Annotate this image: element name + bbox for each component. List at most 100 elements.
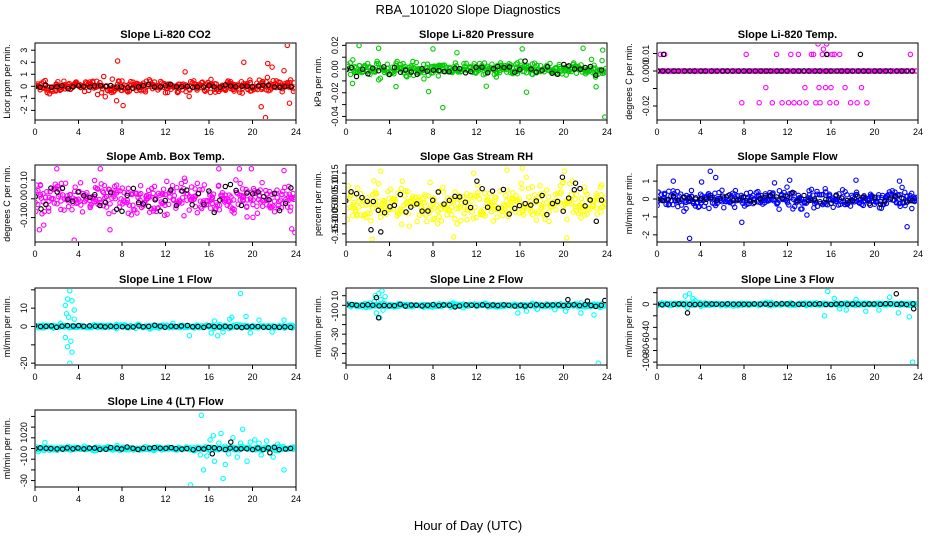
reference-point — [838, 195, 845, 201]
data-point — [909, 359, 916, 364]
data-point — [817, 100, 823, 106]
reference-point — [806, 197, 812, 204]
data-point — [42, 194, 49, 201]
data-point — [755, 188, 761, 195]
y-tick-label: -60 — [641, 332, 651, 345]
reference-point — [659, 301, 665, 308]
data-point — [239, 426, 246, 433]
reference-point — [168, 323, 174, 329]
data-point — [113, 98, 120, 104]
data-point — [579, 199, 585, 206]
data-point — [231, 88, 237, 94]
reference-point — [347, 198, 349, 204]
reference-point — [909, 197, 915, 204]
data-point — [572, 196, 578, 202]
y-tick-label: -0.02 — [330, 82, 340, 103]
data-point — [661, 68, 668, 74]
reference-point — [872, 68, 878, 74]
reference-point — [59, 185, 66, 191]
reference-point — [554, 198, 561, 205]
data-point — [409, 193, 416, 199]
reference-point — [501, 302, 507, 308]
reference-point — [501, 64, 507, 71]
data-point — [706, 205, 712, 212]
data-point — [452, 189, 459, 195]
data-point — [503, 198, 509, 204]
reference-point — [801, 192, 807, 199]
reference-point — [211, 84, 217, 90]
data-point — [231, 206, 237, 213]
data-point — [904, 224, 910, 230]
data-point — [230, 197, 237, 203]
data-point — [899, 184, 905, 191]
reference-point — [741, 68, 747, 74]
reference-point — [435, 189, 442, 195]
data-point — [543, 187, 550, 193]
data-point — [668, 193, 674, 199]
data-point — [67, 289, 73, 294]
data-point — [560, 206, 567, 212]
data-point — [500, 212, 506, 219]
data-point — [250, 214, 256, 221]
reference-point — [157, 445, 163, 451]
reference-point — [265, 445, 272, 451]
data-point — [379, 289, 385, 294]
reference-point — [189, 324, 196, 330]
data-point — [165, 201, 172, 208]
x-tick-label: 12 — [160, 249, 170, 259]
data-point — [126, 202, 133, 208]
data-point — [375, 45, 382, 52]
data-point — [496, 69, 503, 76]
data-point — [833, 100, 840, 106]
reference-point — [265, 324, 272, 331]
data-point — [452, 216, 458, 222]
data-point — [840, 194, 846, 200]
data-point — [270, 203, 276, 209]
reference-point — [512, 205, 518, 212]
data-point — [913, 301, 917, 307]
data-point — [578, 215, 584, 221]
series-points — [347, 166, 606, 241]
data-point — [443, 68, 449, 75]
reference-point — [593, 303, 599, 310]
reference-point — [87, 194, 93, 201]
data-point — [64, 343, 71, 350]
data-point — [283, 191, 289, 197]
x-tick-label: 12 — [160, 494, 170, 504]
data-point — [427, 179, 433, 186]
reference-point — [582, 203, 588, 209]
reference-point — [587, 63, 594, 70]
data-point — [198, 205, 205, 212]
data-point — [822, 189, 829, 195]
data-point — [55, 78, 61, 85]
reference-point — [795, 68, 802, 74]
data-point — [288, 226, 295, 232]
reference-point — [446, 69, 452, 75]
data-point — [461, 60, 467, 67]
data-point — [211, 458, 218, 465]
reference-point — [375, 207, 382, 214]
data-point — [785, 100, 792, 106]
data-point — [563, 72, 569, 78]
data-point — [164, 89, 171, 96]
data-point — [59, 192, 66, 198]
x-tick-label: 16 — [204, 249, 214, 259]
data-point — [377, 214, 384, 221]
reference-point — [36, 194, 38, 200]
data-point — [523, 308, 530, 314]
reference-point — [849, 197, 856, 204]
data-point — [516, 210, 522, 216]
reference-point — [828, 301, 834, 308]
data-point — [368, 218, 374, 224]
y-tick-label: 10 — [19, 303, 29, 313]
data-point — [485, 198, 491, 204]
reference-point — [495, 63, 501, 70]
reference-point — [48, 323, 55, 329]
reference-point — [97, 82, 104, 89]
reference-point — [206, 323, 212, 329]
data-point — [222, 87, 229, 94]
data-point — [534, 62, 540, 69]
data-point — [40, 222, 47, 228]
plot-frame — [656, 287, 919, 366]
reference-point — [587, 197, 593, 203]
